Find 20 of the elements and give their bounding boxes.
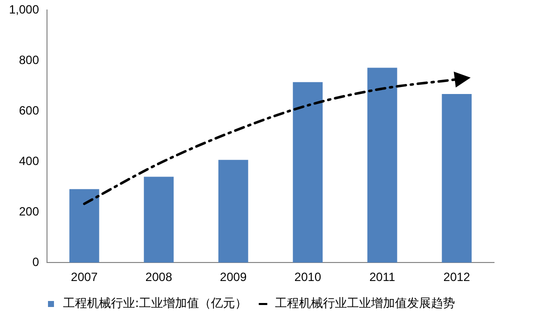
x-tick-label: 2008 bbox=[145, 270, 172, 284]
bar bbox=[367, 68, 398, 263]
x-tick-label: 2007 bbox=[70, 270, 98, 284]
x-tick-label: 2010 bbox=[294, 270, 322, 284]
y-tick-label: 600 bbox=[19, 103, 40, 118]
legend-label: 工程机械行业工业增加值发展趋势 bbox=[275, 296, 456, 310]
bar bbox=[442, 94, 472, 263]
legend-label: 工程机械行业:工业增加值（亿元） bbox=[62, 296, 248, 310]
y-tick-label: 1,000 bbox=[9, 2, 40, 17]
y-tick-label: 800 bbox=[19, 52, 40, 67]
y-tick-label: 400 bbox=[19, 154, 40, 168]
bar bbox=[218, 160, 248, 263]
x-tick-label: 2012 bbox=[443, 270, 470, 284]
bar bbox=[69, 189, 100, 263]
x-tick-label: 2011 bbox=[369, 270, 396, 284]
bar bbox=[144, 176, 174, 263]
x-tick-label: 2009 bbox=[220, 270, 247, 284]
y-tick-label: 200 bbox=[19, 204, 40, 218]
y-tick-label: 0 bbox=[32, 254, 40, 269]
bar bbox=[292, 82, 323, 263]
